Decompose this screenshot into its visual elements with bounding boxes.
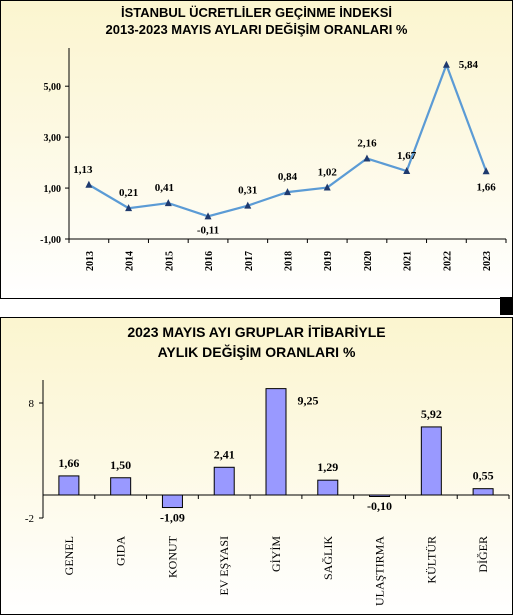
x-tick-label: 2015 (164, 251, 175, 271)
bar (110, 477, 132, 496)
data-label: 1,02 (318, 167, 338, 179)
data-label: -0,11 (197, 224, 219, 236)
data-point-marker (403, 167, 411, 175)
data-point-marker (85, 180, 93, 188)
x-tick-label: 2021 (403, 251, 414, 271)
data-label: 0,41 (155, 182, 174, 194)
data-label: 1,13 (73, 164, 93, 176)
category-label: ULAŞTIRMA (373, 536, 387, 606)
x-tick-label: 2013 (85, 251, 96, 271)
y-tick-label: 1,00 (44, 184, 62, 195)
data-point-marker (363, 154, 371, 162)
data-label: 1,66 (58, 456, 79, 470)
category-label: GİYİM (269, 536, 283, 572)
bar (317, 479, 339, 496)
data-label: -0,10 (367, 499, 392, 513)
x-tick-label: 2020 (363, 251, 374, 271)
data-label: 2,16 (357, 138, 377, 150)
category-label: KÜLTÜR (424, 536, 438, 584)
y-tick-label: 3,00 (44, 133, 62, 144)
bar (161, 494, 183, 509)
x-tick-label: 2018 (284, 251, 295, 271)
category-label: KONUT (165, 535, 179, 578)
data-point-marker (244, 201, 252, 209)
data-label: 1,66 (477, 181, 497, 193)
data-label: 1,67 (397, 150, 417, 162)
category-label: GENEL (62, 536, 76, 575)
data-label: 0,55 (473, 469, 494, 483)
black-edge (500, 297, 513, 315)
data-point-marker (164, 199, 172, 207)
line-chart-title: İSTANBUL ÜCRETLİLER GEÇİNME İNDEKSİ (120, 5, 393, 20)
x-tick-label: 2022 (442, 251, 453, 271)
line-chart-subtitle: 2013-2023 MAYIS AYLARI DEĞİŞİM ORANLARI … (105, 22, 408, 37)
data-label: 0,31 (238, 185, 257, 197)
line-chart-panel: İSTANBUL ÜCRETLİLER GEÇİNME İNDEKSİ 2013… (0, 0, 513, 299)
data-label: 1,29 (317, 460, 338, 474)
bar-chart-subtitle: AYLIK DEĞİŞİM ORANLARI % (157, 344, 356, 360)
data-point-marker (482, 167, 490, 175)
data-label: 9,25 (298, 394, 319, 408)
data-label: 2,41 (214, 447, 235, 461)
data-label: 0,84 (278, 171, 298, 183)
x-tick-label: 2014 (125, 251, 136, 271)
data-point-marker (204, 212, 212, 220)
data-point-marker (284, 188, 291, 196)
line-chart-svg: -1,00 1,00 3,00 5,00 2013 2014 2015 2016 2017 201… (40, 48, 507, 271)
x-tick-label: 2023 (482, 251, 493, 271)
x-tick-label: 2016 (204, 251, 215, 271)
category-label: GIDA (114, 536, 128, 566)
category-label: EV EŞYASI (217, 536, 231, 595)
data-point-marker (323, 183, 331, 191)
data-label: 5,84 (459, 59, 479, 71)
x-tick-label: 2019 (323, 251, 334, 271)
bar (213, 466, 235, 496)
bar (420, 426, 442, 496)
data-label: -1,09 (160, 511, 185, 525)
bar (369, 494, 391, 497)
data-label: 1,50 (110, 458, 131, 472)
bar-chart-title: 2023 MAYIS AYI GRUPLAR İTİBARİYLE (127, 324, 386, 340)
category-label: SAĞLIK (321, 536, 335, 580)
data-label: 5,92 (421, 407, 442, 421)
y-tick-label: 8 (29, 398, 35, 410)
category-label: DİĞER (476, 536, 490, 573)
x-tick-label: 2017 (244, 251, 255, 271)
bar (265, 388, 287, 496)
bar-chart-svg: -2 8 1,66 GENEL 1,50 GIDA -1,09 KONUT 2,41 EV EŞY… (25, 380, 510, 606)
y-tick-label: -2 (25, 513, 34, 525)
bar (472, 488, 494, 496)
data-point-marker (442, 60, 450, 68)
y-tick-label: -1,00 (40, 235, 61, 246)
y-tick-label: 5,00 (44, 82, 62, 93)
bar (58, 475, 80, 496)
bar-chart-panel: 2023 MAYIS AYI GRUPLAR İTİBARİYLE AYLIK … (0, 317, 513, 615)
data-point-marker (125, 204, 133, 212)
data-label: 0,21 (119, 187, 138, 199)
